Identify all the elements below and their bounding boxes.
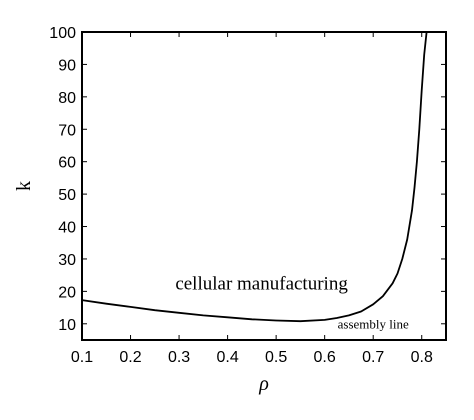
- x-tick-label: 0.3: [168, 349, 190, 366]
- annotation-1: assembly line: [338, 317, 409, 332]
- y-tick-label: 90: [58, 57, 76, 74]
- y-tick-label: 80: [58, 90, 76, 107]
- y-tick-label: 40: [58, 220, 76, 237]
- x-tick-label: 0.2: [119, 349, 141, 366]
- y-axis-label: k: [13, 181, 35, 191]
- x-tick-label: 0.7: [362, 349, 384, 366]
- tick-marks: [81, 31, 446, 340]
- x-tick-label: 0.6: [314, 349, 336, 366]
- y-tick-label: 30: [58, 252, 76, 269]
- x-tick-label: 0.4: [216, 349, 238, 366]
- x-tick-label: 0.1: [71, 349, 93, 366]
- y-tick-label: 50: [58, 187, 76, 204]
- y-tick-label: 10: [58, 317, 76, 334]
- series-layer: [81, 31, 428, 323]
- tick-labels: 0.1 0.2 0.3 0.4 0.5 0.6 0.7 0.8 10 20 30 40 50 60 70 80…: [49, 25, 433, 366]
- y-tick-label: 60: [58, 155, 76, 172]
- x-tick-label: 0.8: [411, 349, 433, 366]
- annotations-layer: cellular manufacturing assembly line: [175, 274, 409, 332]
- y-tick-label: 100: [49, 25, 76, 42]
- x-tick-label: 0.5: [265, 349, 287, 366]
- y-tick-label: 20: [58, 284, 76, 301]
- x-axis-label: ρ: [258, 373, 269, 395]
- series-line-0: [81, 31, 428, 323]
- plot-frame: [81, 31, 447, 341]
- annotation-0: cellular manufacturing: [175, 274, 348, 295]
- y-tick-label: 70: [58, 122, 76, 139]
